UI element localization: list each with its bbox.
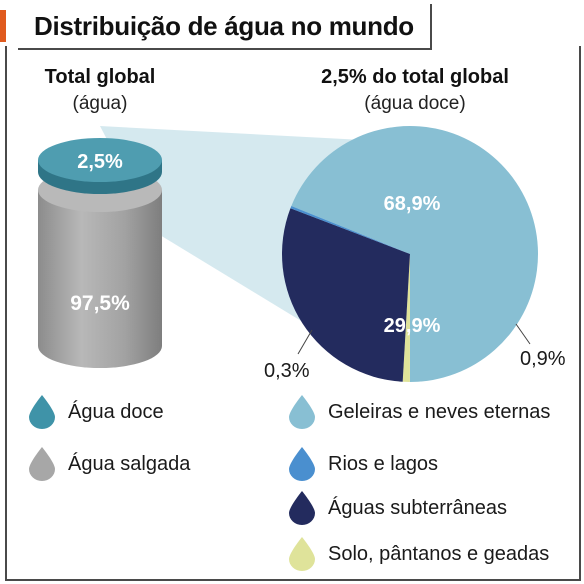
pie-slice-geleiras [291,126,538,383]
leader-rios [297,329,313,355]
legend-item-solo: Solo, pântanos e geadas [288,536,549,572]
cylinder-subtitle: (água) [72,93,128,114]
pie-header: 2,5% do total global (água doce) [290,66,540,115]
legend-item-geleiras: Geleiras e neves eternas [288,394,550,430]
pie-slice-subterraneas [282,208,410,382]
drop-icon [289,537,315,571]
drop-icon [289,395,315,429]
legend-item-agua-salgada: Água salgada [28,446,190,482]
legend-label: Água doce [68,400,164,423]
pie-label-rios: 0,3% [264,360,310,382]
pie-label-subterraneas: 29,9% [384,315,441,337]
drop-icon [29,447,55,481]
legend-label: Rios e lagos [328,452,439,475]
drop-icon [29,395,55,429]
pie-slice-rios [290,206,410,254]
legend-item-subterraneas: Águas subterrâneas [288,490,507,526]
pie-title: 2,5% do total global [321,66,509,88]
pie-slice-solo [402,254,410,382]
pie-subtitle: (água doce) [364,93,466,114]
page-title: Distribuição de água no mundo [18,4,432,50]
cylinder-body-salgada [38,190,162,368]
cylinder-label-salgada: 97,5% [70,292,130,315]
legend-item-rios: Rios e lagos [288,446,438,482]
cylinder-top-doce [38,138,162,182]
legend-label: Geleiras e neves eternas [328,400,551,423]
cylinder-header: Total global (água) [20,66,180,115]
legend-item-agua-doce: Água doce [28,394,164,430]
pie-label-solo: 0,9% [520,348,566,370]
title-accent [0,10,6,42]
pie-chart [282,126,538,383]
drop-icon [289,491,315,525]
page-title-text: Distribuição de água no mundo [34,10,414,41]
leader-solo [515,323,531,345]
legend-label: Solo, pântanos e geadas [328,542,550,565]
legend-label: Águas subterrâneas [328,496,508,519]
legend-label: Água salgada [68,452,191,475]
cylinder-label-doce: 2,5% [77,151,123,173]
drop-icon [289,447,315,481]
cylinder-title: Total global [44,66,156,88]
pie-label-geleiras: 68,9% [384,193,441,215]
